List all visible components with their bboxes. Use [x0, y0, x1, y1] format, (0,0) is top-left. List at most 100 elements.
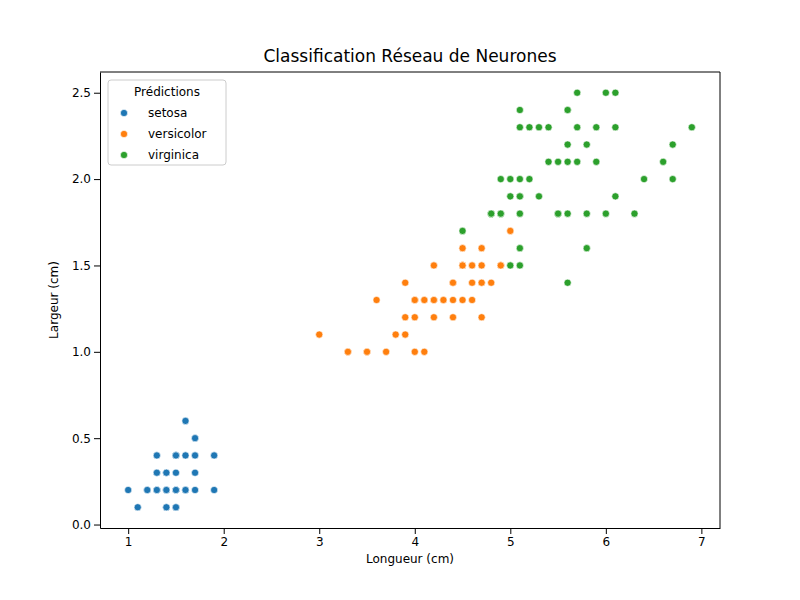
tick-mark [128, 528, 129, 534]
point [488, 210, 495, 217]
point [478, 279, 485, 286]
point [172, 452, 179, 459]
point [182, 486, 189, 493]
legend-label: versicolor [148, 127, 207, 141]
point [535, 193, 542, 200]
point [564, 158, 571, 165]
tick-mark [319, 528, 320, 534]
point [497, 262, 504, 269]
tick-label: 2.0 [72, 172, 91, 186]
point [583, 245, 590, 252]
point [182, 486, 189, 493]
point [574, 124, 581, 131]
point [172, 486, 179, 493]
point [612, 124, 619, 131]
point [163, 486, 170, 493]
point [421, 296, 428, 303]
point [688, 124, 695, 131]
point [526, 124, 533, 131]
point [449, 279, 456, 286]
point [545, 124, 552, 131]
point [497, 262, 504, 269]
point [497, 210, 504, 217]
point [163, 486, 170, 493]
point [554, 210, 561, 217]
point [478, 262, 485, 269]
point [554, 210, 561, 217]
point [402, 314, 409, 321]
point [564, 210, 571, 217]
legend: Prédictionssetosaversicolorvirginica [108, 80, 226, 165]
point [468, 296, 475, 303]
chart: 12345670.00.51.01.52.02.5Prédictionsseto… [0, 0, 800, 600]
point [211, 452, 218, 459]
point [182, 452, 189, 459]
point [574, 89, 581, 96]
point [172, 486, 179, 493]
point [163, 486, 170, 493]
point [593, 158, 600, 165]
point [516, 245, 523, 252]
tick: 6 [603, 528, 611, 549]
point [421, 296, 428, 303]
frame [720, 72, 721, 528]
tick-label: 0.0 [72, 518, 91, 532]
axis-line [100, 73, 101, 529]
point [172, 486, 179, 493]
point [344, 348, 351, 355]
series [459, 89, 695, 286]
point [363, 348, 370, 355]
point [172, 486, 179, 493]
point [172, 504, 179, 511]
tick: 0.0 [72, 518, 100, 532]
point [430, 296, 437, 303]
legend-label: setosa [148, 106, 187, 120]
point [172, 486, 179, 493]
tick-mark [94, 352, 100, 353]
x-axis-title: Longueur (cm) [366, 552, 454, 566]
point [172, 486, 179, 493]
point [602, 210, 609, 217]
tick-mark [94, 525, 100, 526]
legend-box [108, 80, 226, 165]
tick-label: 0.5 [72, 432, 91, 446]
tick-mark [94, 265, 100, 266]
point [459, 227, 466, 234]
point [144, 486, 151, 493]
point [392, 331, 399, 338]
title: Classification Réseau de Neurones [263, 46, 556, 66]
point [459, 262, 466, 269]
point [612, 89, 619, 96]
legend-marker [120, 130, 127, 137]
point [488, 210, 495, 217]
point [631, 210, 638, 217]
tick-mark [94, 438, 100, 439]
tick: 5 [507, 528, 515, 549]
y-axis-title: Largeur (cm) [47, 261, 61, 339]
point [449, 279, 456, 286]
point [516, 175, 523, 182]
tick-label: 7 [698, 535, 706, 549]
point [440, 296, 447, 303]
legend-title: Prédictions [134, 85, 200, 99]
point [449, 296, 456, 303]
point [516, 262, 523, 269]
point [660, 158, 667, 165]
point [421, 348, 428, 355]
point [153, 469, 160, 476]
point [163, 486, 170, 493]
point [153, 469, 160, 476]
legend-marker [120, 109, 127, 116]
point [191, 452, 198, 459]
y-axis: 0.00.51.01.52.02.5 [72, 73, 101, 532]
tick: 3 [316, 528, 324, 549]
point [516, 124, 523, 131]
tick: 1.5 [72, 259, 100, 273]
point [612, 193, 619, 200]
point [497, 210, 504, 217]
point [507, 175, 514, 182]
tick-mark [224, 528, 225, 534]
point [459, 262, 466, 269]
point [526, 175, 533, 182]
point [640, 175, 647, 182]
